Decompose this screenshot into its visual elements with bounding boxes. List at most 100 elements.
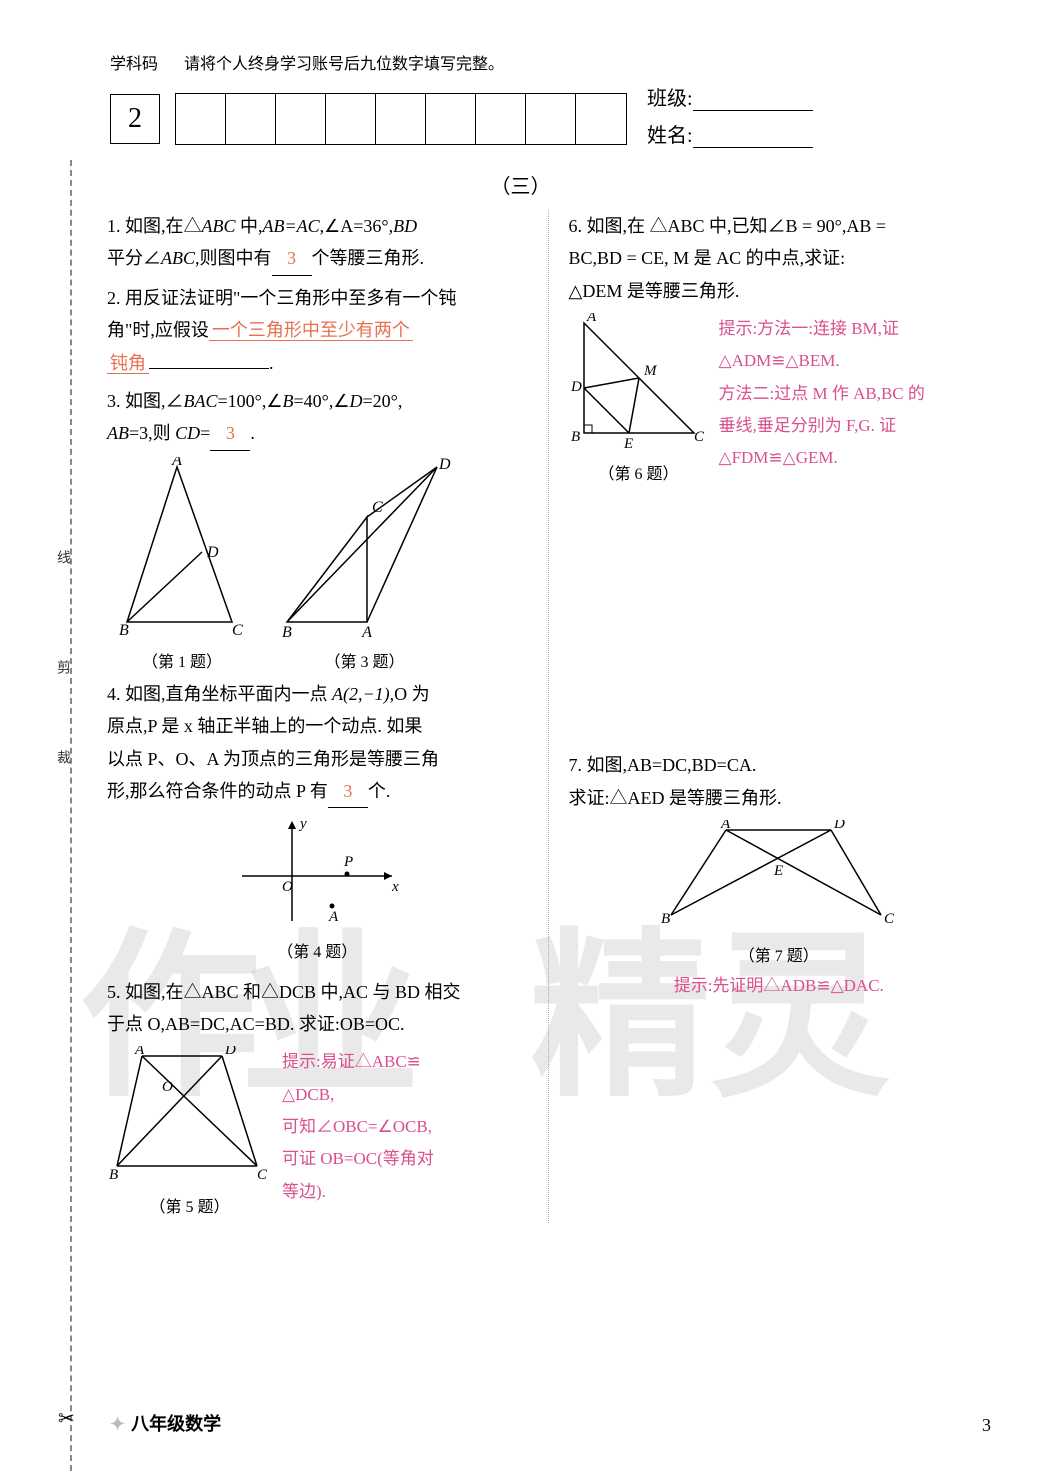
svg-text:C: C <box>372 499 383 516</box>
q5-hint: 提示:易证△ABC≌ △DCB, 可知∠OBC=∠OCB, 可证 OB=OC(等… <box>282 1046 434 1222</box>
name-label: 姓名: <box>647 125 693 147</box>
side-label-xian: 线 <box>52 550 72 564</box>
question-1: 1. 如图,在△ABC 中,AB=AC,∠A=36°,BD 平分∠ABC,则图中… <box>107 210 528 276</box>
svg-text:C: C <box>257 1167 268 1181</box>
q3-eq: =20°, <box>363 391 403 411</box>
q4-text: 原点,P 是 x 轴正半轴上的一个动点. 如果 <box>107 716 422 736</box>
q1-abc: ABC <box>202 216 236 236</box>
svg-text:O: O <box>162 1079 173 1095</box>
q4-answer: 3 <box>328 775 368 808</box>
q5-fig-hint: A D B C O （第 5 题） 提示:易证△ABC≌ △DCB, 可知∠OB… <box>107 1046 528 1222</box>
q6-text: △DEM 是等腰三角形. <box>569 281 740 301</box>
first-box: 2 <box>110 94 160 144</box>
fig7-wrap: A D B C E （第 7 题） <box>569 820 990 971</box>
svg-text:C: C <box>884 911 895 927</box>
q4-text: 形,那么符合条件的动点 P 有 <box>107 781 328 801</box>
fig6-caption: （第 6 题） <box>569 461 709 490</box>
q1-text: 中, <box>236 216 263 236</box>
svg-text:C: C <box>694 429 705 445</box>
q5-text: 于点 O,AB=DC,AC=BD. 求证:OB=OC. <box>107 1014 404 1034</box>
code-label: 学科码 <box>110 50 170 74</box>
q4-text: 以点 P、O、A 为顶点的三角形是等腰三角 <box>107 749 439 769</box>
q1-text: 个等腰三角形. <box>312 248 425 268</box>
q7-hint: 提示:先证明△ADB≌△DAC. <box>569 971 990 1002</box>
svg-text:E: E <box>623 436 633 448</box>
box-cell[interactable] <box>326 94 376 144</box>
spacer <box>569 489 990 749</box>
svg-text:P: P <box>343 854 353 870</box>
box-cell[interactable] <box>526 94 576 144</box>
svg-text:A: A <box>586 313 597 325</box>
q4-text: 4. 如图,直角坐标平面内一点 <box>107 684 332 704</box>
q5-hint-line: 可证 OB=OC(等角对 <box>282 1149 434 1168</box>
q4-text: 个. <box>368 781 391 801</box>
svg-text:x: x <box>391 879 399 895</box>
q3-eq: =40°,∠ <box>294 391 350 411</box>
question-4: 4. 如图,直角坐标平面内一点 A(2,−1),O 为 原点,P 是 x 轴正半… <box>107 678 528 809</box>
q6-hint-line: 提示:方法一:连接 BM,证 <box>719 319 899 338</box>
q1-text: ,则图中有 <box>195 248 272 268</box>
fig7-caption: （第 7 题） <box>569 943 990 972</box>
q4-coord: A(2,−1) <box>332 684 390 704</box>
svg-text:A: A <box>134 1046 145 1058</box>
class-input[interactable] <box>693 110 813 111</box>
q3-ab: AB <box>107 423 129 443</box>
fig6-svg: A B C D E M <box>569 313 709 448</box>
right-column: 6. 如图,在 △ABC 中,已知∠B = 90°,AB = BC,BD = C… <box>549 210 1002 1223</box>
box-grid <box>175 93 627 145</box>
q1-eq: ,∠A=36°, <box>320 216 394 236</box>
q1-answer: 3 <box>272 242 312 275</box>
svg-text:B: B <box>282 624 292 637</box>
q1-eq: AB=AC <box>263 216 320 236</box>
fig1-caption: （第 1 题） <box>107 649 257 678</box>
svg-text:M: M <box>643 363 658 379</box>
fig4-wrap: O P A x y （第 4 题） <box>107 816 528 967</box>
q2-text: 2. 用反证法证明"一个三角形中至多有一个钝 <box>107 288 456 308</box>
q2-answer2: 钝角 <box>107 353 149 374</box>
q4-text: ,O 为 <box>390 684 430 704</box>
q7-text: 7. 如图,AB=DC,BD=CA. <box>569 755 757 775</box>
name-input[interactable] <box>693 147 813 148</box>
box-cell[interactable] <box>376 94 426 144</box>
box-cell[interactable] <box>226 94 276 144</box>
q6-fig-hint: A B C D E M （第 6 题） 提示:方法一:连接 BM,证 △ADM≌… <box>569 313 990 489</box>
svg-text:A: A <box>328 909 339 925</box>
box-cell[interactable] <box>476 94 526 144</box>
svg-text:B: B <box>661 911 670 927</box>
fig5-wrap: A D B C O （第 5 题） <box>107 1046 272 1222</box>
q3-period: . <box>250 423 255 443</box>
q6-hint-line: 方法二:过点 M 作 AB,BC 的 <box>719 384 925 403</box>
q5-hint-line: △DCB, <box>282 1085 334 1104</box>
svg-text:A: A <box>361 624 372 637</box>
svg-text:A: A <box>171 457 182 469</box>
svg-text:D: D <box>206 544 219 561</box>
svg-text:E: E <box>773 863 783 879</box>
question-5: 5. 如图,在△ABC 和△DCB 中,AC 与 BD 相交 于点 O,AB=D… <box>107 976 528 1041</box>
section-title: （三） <box>491 170 551 199</box>
box-cell[interactable] <box>276 94 326 144</box>
q5-text: 5. 如图,在△ABC 和△DCB 中,AC 与 BD 相交 <box>107 982 461 1002</box>
box-cell[interactable] <box>176 94 226 144</box>
box-cell[interactable] <box>576 94 626 144</box>
question-3: 3. 如图,∠BAC=100°,∠B=40°,∠D=20°, AB=3,则 CD… <box>107 385 528 451</box>
content: 1. 如图,在△ABC 中,AB=AC,∠A=36°,BD 平分∠ABC,则图中… <box>95 210 1001 1223</box>
fig5-svg: A D B C O <box>107 1046 272 1181</box>
svg-text:y: y <box>298 816 307 832</box>
class-line: 班级: <box>647 82 813 111</box>
fig4-svg: O P A x y <box>232 816 402 926</box>
footer-text: 八年级数学 <box>131 1414 221 1434</box>
box-cell[interactable] <box>426 94 476 144</box>
question-2: 2. 用反证法证明"一个三角形中至多有一个钝 角"时,应假设一个三角形中至少有两… <box>107 282 528 379</box>
q1-text: 平分∠ <box>107 248 161 268</box>
figs-1-3: A B C D （第 1 题） A B C D （第 3 <box>107 457 528 678</box>
q6-hint-line: 垂线,垂足分别为 F,G. 证 <box>719 416 897 435</box>
fig1-wrap: A B C D （第 1 题） <box>107 457 257 678</box>
q1-text: 1. 如图,在△ <box>107 216 202 236</box>
page-number: 3 <box>982 1415 991 1436</box>
fig1-svg: A B C D <box>107 457 257 637</box>
svg-text:B: B <box>119 622 129 637</box>
q3-d: D <box>350 391 363 411</box>
q6-hint-line: △FDM≌△GEM. <box>719 448 838 467</box>
q3-b: B <box>283 391 294 411</box>
cut-line <box>70 160 72 1471</box>
